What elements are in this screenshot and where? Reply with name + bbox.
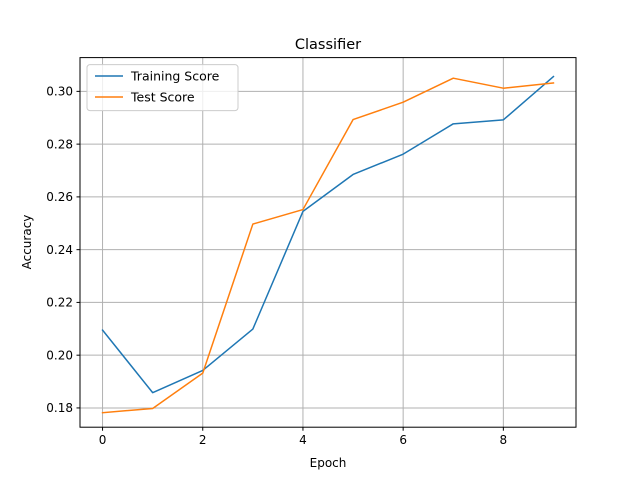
y-tick-label: 0.18 [46,401,73,415]
x-axis-label: Epoch [310,456,347,470]
legend-label-test-score: Test Score [130,90,195,105]
y-tick-label: 0.20 [46,348,73,362]
grid [80,57,576,428]
x-tick-label: 6 [399,433,407,447]
series-lines [101,75,555,414]
y-axis-ticks: 0.18 0.20 0.22 0.24 0.26 0.28 0.30 [46,85,80,415]
y-tick-label: 0.30 [46,85,73,99]
y-tick-label: 0.22 [46,296,73,310]
y-axis-label: Accuracy [20,215,34,270]
x-axis-ticks: 0 2 4 6 8 [99,427,507,447]
plot-frame [79,57,577,428]
x-tick-label: 4 [299,433,307,447]
series-line-test-score [101,77,555,414]
y-tick-label: 0.28 [46,137,73,151]
series-line-training-score [101,75,555,394]
legend: Training Score Test Score [86,64,239,112]
x-tick-label: 0 [99,433,107,447]
x-tick-label: 8 [500,433,508,447]
legend-label-training-score: Training Score [130,69,220,84]
x-tick-label: 2 [199,433,207,447]
y-tick-label: 0.24 [46,243,73,257]
y-tick-label: 0.26 [46,190,73,204]
chart-title: Classifier [295,37,361,53]
legend-box [86,64,239,112]
